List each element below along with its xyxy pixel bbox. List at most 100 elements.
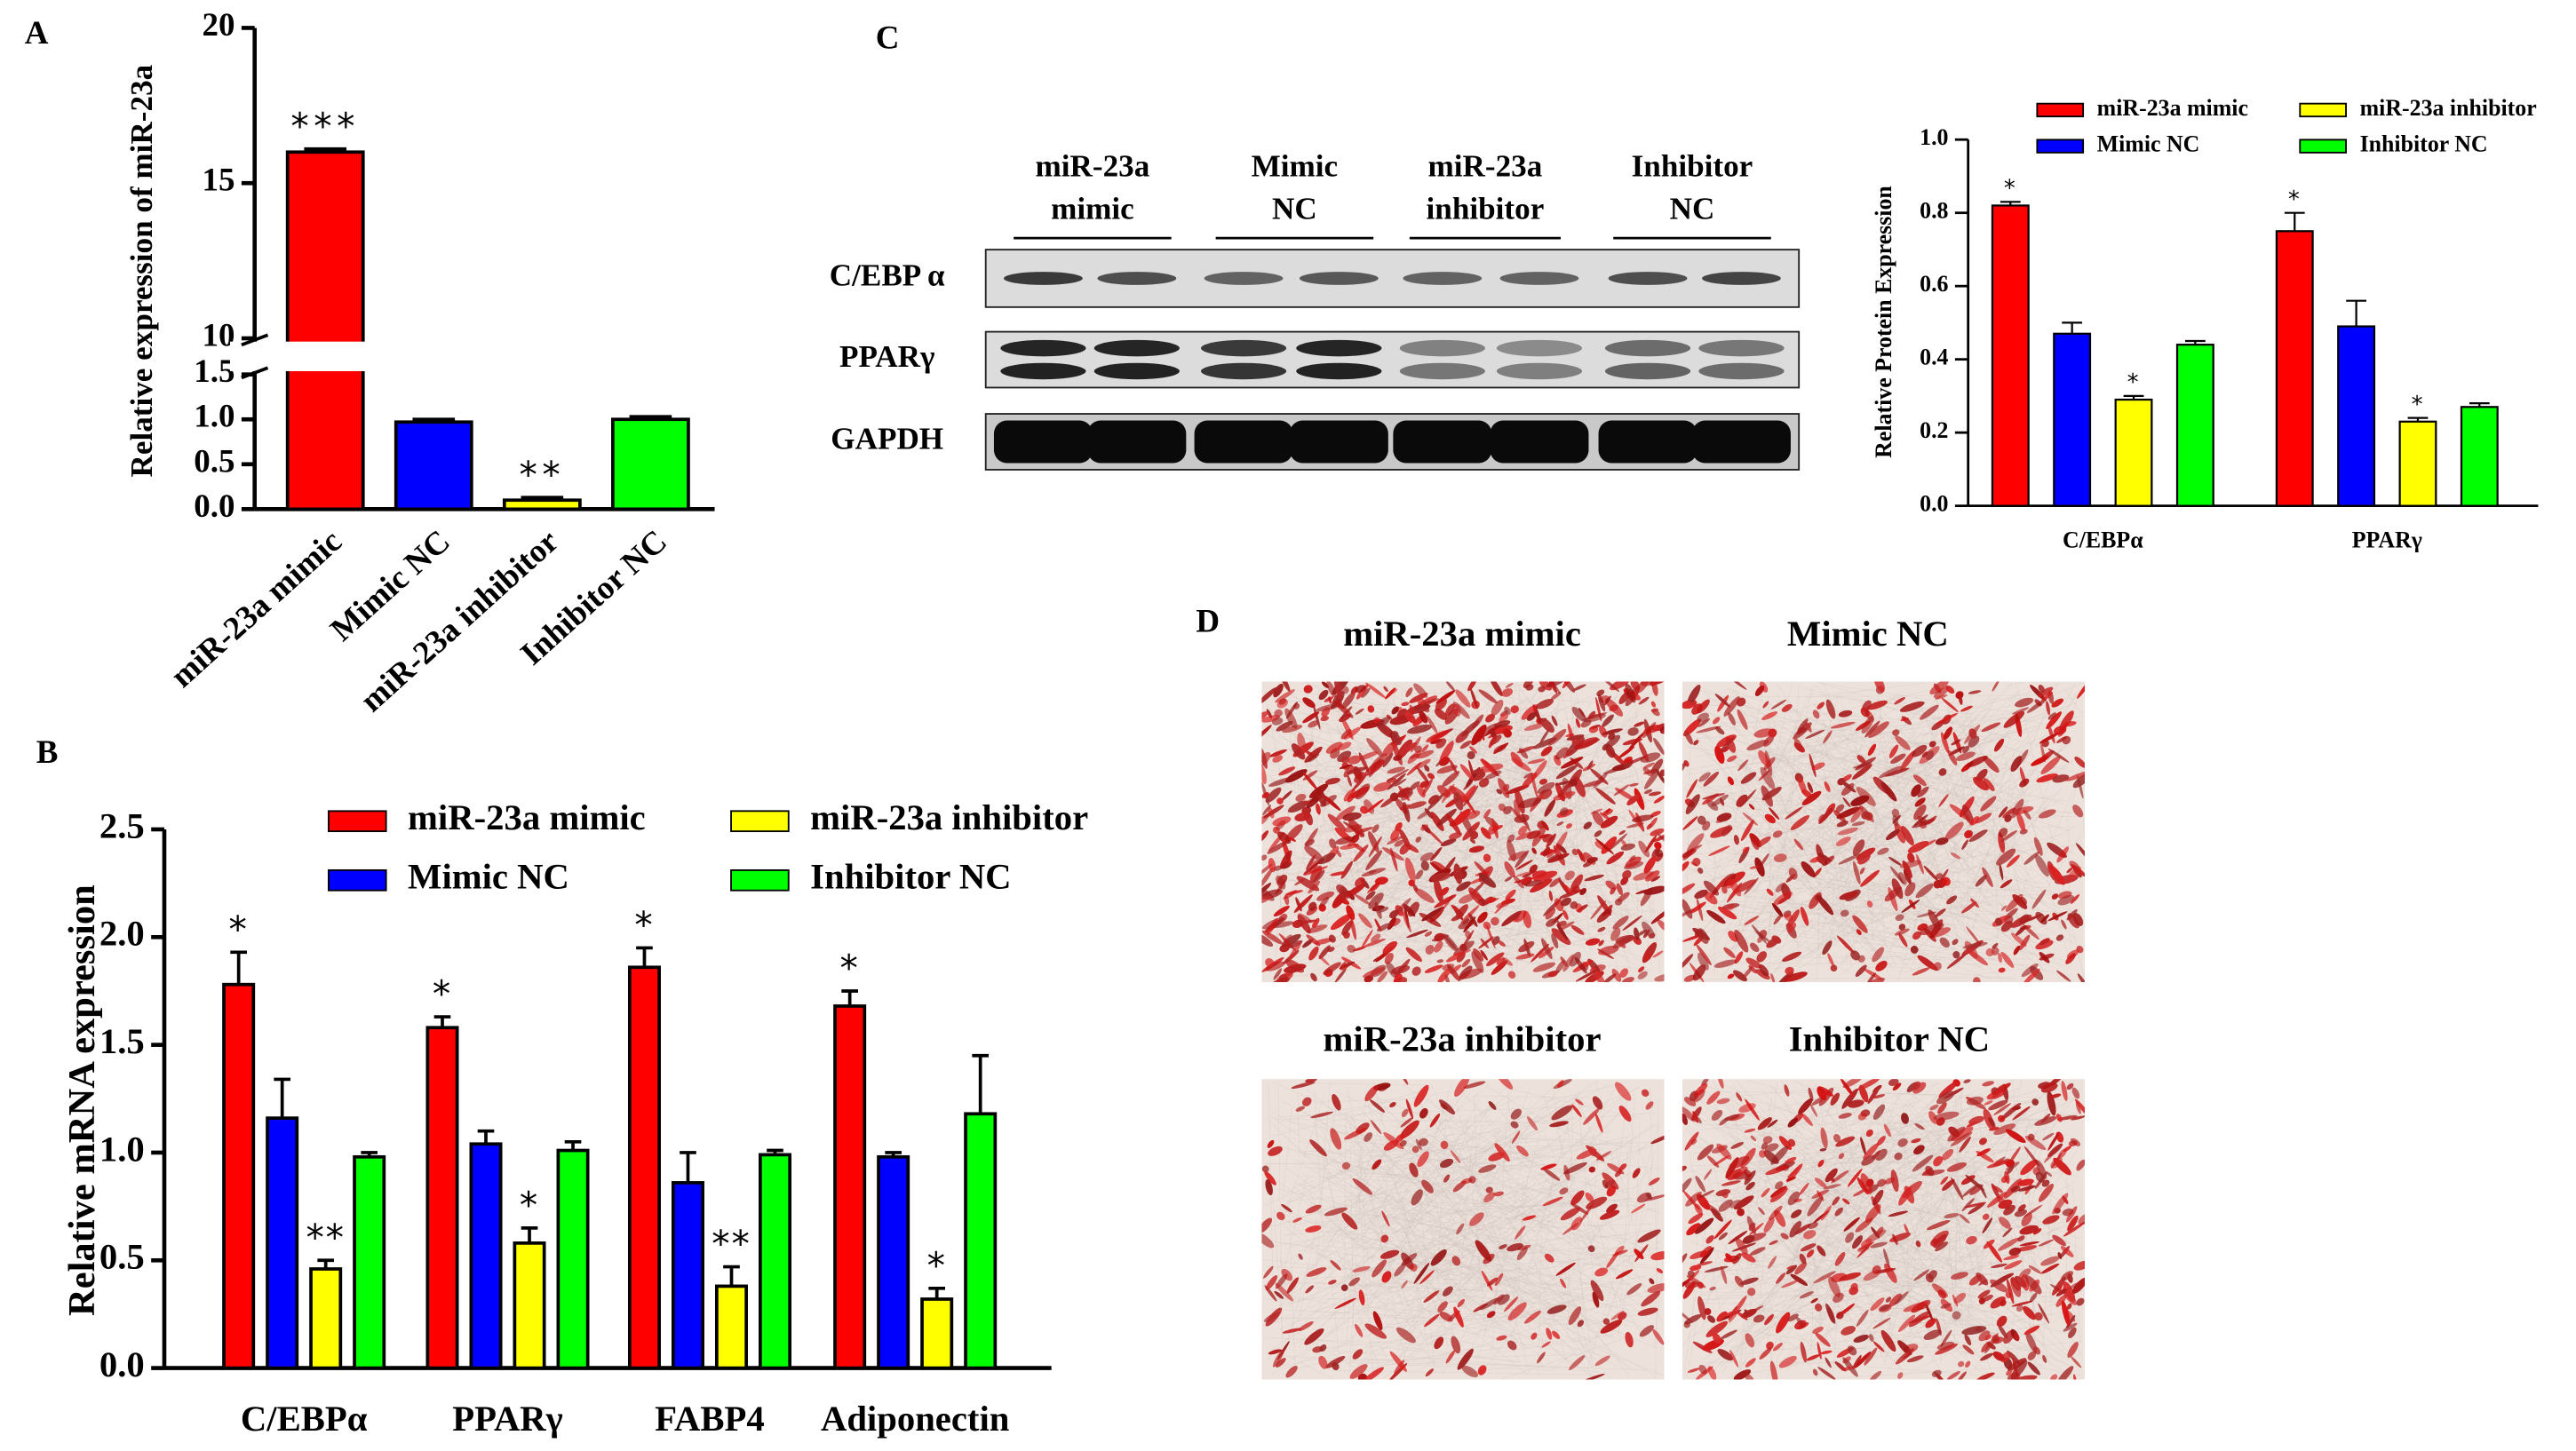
lipid-stain (1529, 864, 1538, 874)
significance: * (433, 973, 452, 1016)
lipid-stain (1659, 726, 1665, 734)
lipid-stain (1523, 772, 1533, 779)
lipid-stain (1864, 812, 1873, 821)
lipid-stain (1999, 1217, 2011, 1229)
lipid-stain (1886, 829, 1900, 841)
lipid-stain (1307, 924, 1328, 933)
fiber (1478, 1118, 1581, 1206)
fiber (1701, 868, 1751, 884)
lipid-stain (1801, 861, 1816, 877)
lipid-stain (1637, 1229, 1661, 1243)
lipid-stain (1324, 696, 1334, 702)
lipid-stain (1599, 812, 1610, 821)
lipid-stain (1642, 762, 1655, 769)
lipid-stain (2053, 726, 2067, 735)
y-tick-label: 0.5 (99, 1237, 145, 1277)
bar (920, 1297, 954, 1370)
lipid-stain (1478, 689, 1498, 704)
lipid-stain (1577, 1320, 1585, 1328)
lipid-stain (1975, 875, 1987, 887)
fiber (1699, 689, 2030, 803)
blot-group-label: NC (1670, 192, 1715, 226)
blot-band (1097, 272, 1177, 285)
fiber (1825, 726, 1958, 953)
fiber (1818, 734, 1849, 964)
lipid-stain (1522, 872, 1532, 878)
lipid-stain (1515, 860, 1533, 870)
fiber (1816, 740, 2034, 810)
lipid-stain (1276, 1211, 1285, 1221)
lipid-stain (1637, 971, 1648, 979)
lipid-stain (1733, 1296, 1747, 1314)
fiber (1775, 1134, 1841, 1311)
lipid-stain (1721, 1191, 1729, 1199)
lipid-stain (2057, 891, 2072, 900)
fiber (1309, 1202, 1648, 1266)
fiber (1880, 1105, 1912, 1304)
lipid-stain (1445, 1350, 1456, 1364)
lipid-stain (1654, 841, 1662, 850)
fiber (1698, 732, 2035, 885)
lipid-stain (1717, 736, 1735, 755)
lipid-stain (1261, 1217, 1273, 1233)
fiber (1737, 1162, 2032, 1359)
lipid-stain (1740, 820, 1754, 842)
lipid-stain (1761, 711, 1778, 720)
lipid-stain (1765, 1165, 1789, 1176)
fiber (1618, 1096, 1635, 1335)
lipid-stain (1575, 1098, 1584, 1106)
lipid-stain (1592, 1096, 1603, 1110)
fiber (1888, 764, 2066, 818)
fiber (1790, 1275, 1833, 1314)
lipid-stain (1692, 1111, 1699, 1123)
lipid-stain (1798, 1322, 1809, 1329)
lipid-stain (1836, 935, 1856, 955)
lipid-stain (1305, 1225, 1322, 1233)
fiber (1693, 702, 1873, 822)
micrograph-title: Mimic NC (1787, 614, 1949, 654)
fiber (1791, 1098, 2076, 1198)
fiber (1729, 1243, 2054, 1349)
lipid-stain (1524, 880, 1543, 887)
error-bar (361, 1151, 378, 1157)
lipid-stain (2036, 773, 2058, 783)
lipid-stain (1969, 816, 1980, 826)
fiber (2005, 682, 2023, 686)
lipid-stain (1951, 1177, 1964, 1201)
lipid-stain (1745, 1358, 1756, 1368)
fiber (1446, 702, 1537, 877)
lipid-stain (1812, 1368, 1818, 1376)
lipid-stain (1743, 1305, 1764, 1317)
lipid-stain (1283, 934, 1292, 943)
fiber (1486, 707, 1503, 870)
lipid-stain (1651, 709, 1660, 717)
fiber (1814, 1216, 1905, 1352)
lipid-stain (1588, 726, 1599, 733)
lipid-stain (1461, 958, 1471, 968)
lipid-stain (2055, 1114, 2063, 1122)
lipid-stain (1959, 1214, 1970, 1224)
fiber (1695, 726, 1802, 820)
lipid-stain (1817, 895, 1834, 916)
lipid-stain (2023, 924, 2039, 940)
fiber (1952, 1196, 1993, 1340)
lipid-stain (1912, 931, 1921, 940)
fiber (1284, 701, 1480, 709)
lipid-stain (1737, 1312, 1748, 1320)
lipid-stain (1272, 921, 1294, 929)
fiber (1803, 752, 1965, 943)
blot-band (1598, 420, 1697, 464)
lipid-stain (1985, 948, 1994, 957)
lipid-stain (1697, 1296, 1706, 1320)
lipid-stain (1835, 1136, 1856, 1147)
lipid-stain (1687, 833, 1705, 853)
lipid-stain (1687, 1368, 1700, 1373)
fiber (1329, 1246, 1405, 1333)
lipid-stain (2023, 1305, 2036, 1320)
lipid-stain (1941, 1149, 1954, 1161)
blot-group-label: mimic (1051, 192, 1134, 226)
fiber (1495, 693, 1641, 730)
lipid-stain (1760, 766, 1776, 789)
lipid-stain (1842, 1079, 1863, 1089)
fiber (1560, 1334, 1664, 1376)
